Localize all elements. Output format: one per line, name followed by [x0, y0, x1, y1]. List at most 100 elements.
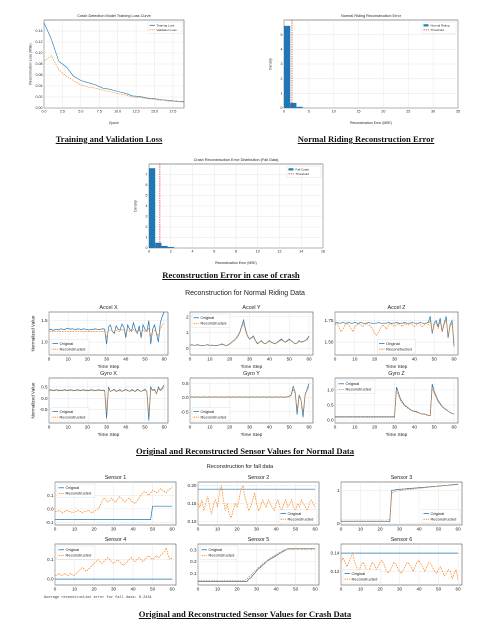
x-tick-label: 30 — [254, 527, 260, 532]
x-tick-label: 50 — [287, 357, 293, 362]
x-tick-label: 30 — [247, 357, 253, 362]
x-tick-label: 60 — [306, 425, 312, 430]
x-tick-label: 0 — [197, 587, 200, 592]
y-tick-label: 1.0 — [327, 388, 334, 393]
x-tick-label: 0 — [334, 425, 337, 430]
chart-title: Sensor 5 — [248, 537, 270, 543]
caption-normal-error: Normal Riding Reconstruction Error — [297, 134, 435, 144]
legend-box — [336, 379, 376, 394]
x-tick-label: 10 — [332, 110, 336, 114]
series-line-primary — [48, 384, 165, 421]
x-tick-label: 4 — [192, 250, 194, 254]
y-tick-label: 0.5 — [41, 385, 48, 390]
y-tick-label: 7 — [146, 173, 148, 177]
legend-label: Original — [201, 409, 215, 414]
x-tick-label: 30 — [111, 587, 117, 592]
legend-box — [50, 407, 90, 422]
legend-label: Reconstructed — [346, 387, 372, 392]
x-tick-label: 30 — [254, 587, 260, 592]
x-tick-label: 30 — [397, 587, 403, 592]
y-tick-label: -0.5 — [40, 407, 48, 412]
x-tick-label: 10 — [207, 425, 213, 430]
y-tick-label: 0.08 — [36, 62, 43, 66]
y-tick-label: 0.0 — [47, 577, 54, 582]
histogram-bar — [149, 168, 156, 248]
normal-grid-title: Reconstruction for Normal Riding Data — [185, 290, 305, 297]
x-tick-label: 0 — [283, 110, 285, 114]
chart-title: Sensor 1 — [105, 475, 127, 481]
plot-sensor-5: Sensor 5 0 10 20 30 40 50 60 0.1 0.2 0.3 OriginalRe… — [190, 537, 320, 592]
legend-label: Reconstructed — [352, 577, 378, 582]
y-tick-label: 1 — [281, 92, 283, 96]
y-tick-label: 0.12 — [331, 569, 340, 574]
x-tick-label: 40 — [131, 527, 137, 532]
x-tick-label: 10 — [352, 425, 358, 430]
y-tick-label: 6 — [146, 183, 148, 187]
plot-gyro-y: Gyro Y 0 10 20 30 40 50 60 -0.5 0.0 0.5 Time Step Or… — [181, 371, 314, 438]
y-tick-label: -0.5 — [181, 409, 189, 414]
y-tick-label: 3 — [281, 62, 283, 66]
crash-error-histogram: Crash Reconstruction Error Distribution … — [134, 158, 326, 265]
x-tick-label: 10.0 — [114, 110, 121, 114]
x-tick-label: 15.0 — [151, 110, 158, 114]
legend-box — [191, 313, 231, 328]
x-tick-label: 60 — [162, 357, 168, 362]
x-tick-label: 0.0 — [42, 110, 47, 114]
y-tick-label: 1 — [337, 488, 340, 493]
x-tick-label: 5.0 — [78, 110, 83, 114]
plot-gyro-x: Gyro X 0 10 20 30 40 50 60 -0.5 0.0 0.5 Time Step No… — [31, 371, 169, 438]
x-tick-label: 40 — [274, 527, 280, 532]
x-tick-label: 8 — [235, 250, 237, 254]
plot-sensor-3: Sensor 3 0 10 20 30 40 50 60 0 1 OriginalReconstru… — [337, 475, 463, 532]
legend-label: Original — [60, 341, 74, 346]
y-tick-label: 0.00 — [36, 106, 43, 110]
plot-sensor-6: Sensor 6 0 10 20 30 40 50 60 0.12 0.14 OriginalRec… — [331, 537, 463, 592]
x-tick-label: 20 — [227, 357, 233, 362]
y-tick-label: 0.04 — [36, 84, 43, 88]
legend-label: Reconstructed — [201, 321, 227, 326]
x-tick-label: 60 — [451, 357, 457, 362]
chart-title: Gyro X — [100, 371, 117, 377]
x-axis-label: Time Step — [386, 364, 408, 370]
y-tick-label: 0.20 — [188, 483, 197, 488]
chart-title: Sensor 2 — [248, 475, 270, 481]
x-axis-label: Time Step — [98, 432, 120, 438]
series-line-primary — [48, 311, 165, 345]
x-tick-label: 40 — [123, 357, 129, 362]
legend-box — [50, 339, 90, 354]
series-line-secondary — [197, 484, 316, 519]
histogram-bar — [290, 102, 297, 108]
y-axis-label: Normalized Value — [31, 382, 36, 418]
legend-box — [56, 483, 96, 498]
fall-grid-title: Reconstruction for fall data — [206, 464, 274, 470]
x-tick-label: 25 — [406, 110, 410, 114]
y-tick-label: 1 — [146, 236, 148, 240]
x-tick-label: 40 — [131, 587, 137, 592]
x-tick-label: 20 — [381, 110, 385, 114]
x-tick-label: 35 — [456, 110, 460, 114]
x-tick-label: 40 — [417, 587, 423, 592]
x-tick-label: 10 — [72, 527, 78, 532]
x-tick-label: 60 — [456, 527, 462, 532]
series-line-secondary — [198, 548, 316, 581]
y-tick-label: 0.15 — [188, 501, 197, 506]
x-tick-label: 50 — [432, 425, 438, 430]
y-tick-label: 0.14 — [36, 29, 43, 33]
chart-title: Sensor 6 — [391, 537, 413, 543]
y-tick-label: 5 — [281, 33, 283, 37]
histogram-bar — [284, 25, 291, 108]
x-axis-label: Reconstruction Error (MSE) — [215, 261, 257, 265]
x-tick-label: 0 — [340, 527, 343, 532]
x-tick-label: 40 — [274, 587, 280, 592]
x-axis-label: Time Step — [241, 364, 263, 370]
x-tick-label: 50 — [150, 527, 156, 532]
chart-title: Accel Z — [388, 305, 407, 311]
caption-training-loss: Training and Validation Loss — [55, 134, 163, 144]
legend-box — [278, 509, 318, 524]
series-line-primary — [55, 505, 173, 520]
x-tick-label: 60 — [170, 587, 176, 592]
y-tick-label: 5 — [146, 194, 148, 198]
legend-label: Original — [386, 341, 400, 346]
legend-label: Reconstructed — [60, 415, 86, 420]
x-tick-label: 60 — [456, 587, 462, 592]
